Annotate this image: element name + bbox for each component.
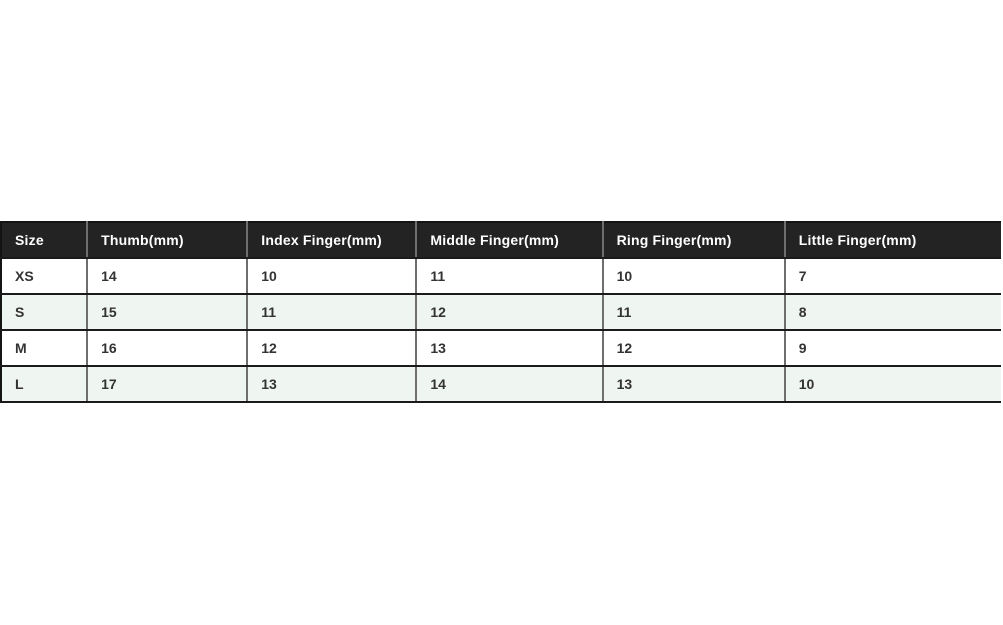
table-cell: 17 bbox=[86, 366, 248, 403]
table-cell: 10 bbox=[601, 258, 785, 295]
table-row-xs: XS 14 10 11 10 7 bbox=[1, 258, 1001, 295]
table-cell: 12 bbox=[415, 294, 603, 331]
size-chart-table: Size Thumb(mm) Index Finger(mm) Middle F… bbox=[0, 221, 1001, 403]
table-cell: 15 bbox=[86, 294, 248, 331]
table-header-row: Size Thumb(mm) Index Finger(mm) Middle F… bbox=[1, 222, 1001, 259]
table-row-s: S 15 11 12 11 8 bbox=[1, 294, 1001, 331]
column-header-little-finger: Little Finger(mm) bbox=[783, 222, 1001, 259]
table-cell: 8 bbox=[783, 294, 1001, 331]
column-header-ring-finger: Ring Finger(mm) bbox=[601, 222, 785, 259]
table-cell: 13 bbox=[415, 330, 603, 367]
table-cell: 10 bbox=[783, 366, 1001, 403]
table-cell: S bbox=[1, 294, 88, 331]
table-cell: 14 bbox=[86, 258, 248, 295]
table-row-m: M 16 12 13 12 9 bbox=[1, 330, 1001, 367]
table-cell: M bbox=[1, 330, 88, 367]
column-header-middle-finger: Middle Finger(mm) bbox=[415, 222, 603, 259]
table-cell: 10 bbox=[246, 258, 417, 295]
column-header-size: Size bbox=[1, 222, 88, 259]
table-cell: L bbox=[1, 366, 88, 403]
table-cell: 16 bbox=[86, 330, 248, 367]
table-row-l: L 17 13 14 13 10 bbox=[1, 366, 1001, 403]
table-cell: 14 bbox=[415, 366, 603, 403]
table-cell: 13 bbox=[601, 366, 785, 403]
table-cell: 9 bbox=[783, 330, 1001, 367]
table-cell: 13 bbox=[246, 366, 417, 403]
table-cell: 11 bbox=[246, 294, 417, 331]
table-cell: 12 bbox=[601, 330, 785, 367]
table-cell: 7 bbox=[783, 258, 1001, 295]
column-header-thumb: Thumb(mm) bbox=[86, 222, 248, 259]
table-cell: XS bbox=[1, 258, 88, 295]
column-header-index-finger: Index Finger(mm) bbox=[246, 222, 417, 259]
table-cell: 11 bbox=[601, 294, 785, 331]
size-chart-wrapper: Size Thumb(mm) Index Finger(mm) Middle F… bbox=[0, 221, 1001, 403]
table-cell: 11 bbox=[415, 258, 603, 295]
table-cell: 12 bbox=[246, 330, 417, 367]
